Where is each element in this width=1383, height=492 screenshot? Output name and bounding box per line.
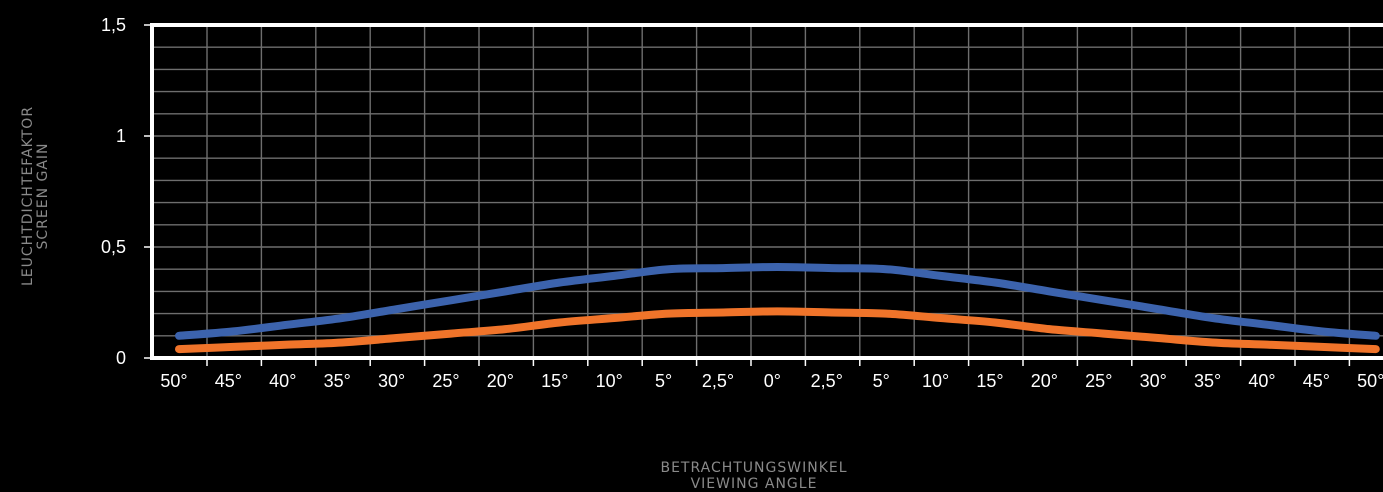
y-tick-label: 1	[116, 126, 126, 146]
x-tick-label: 0°	[764, 371, 781, 391]
x-tick-label: 10°	[922, 371, 949, 391]
x-tick-label: 50°	[1357, 371, 1383, 391]
y-tick-label: 1,5	[101, 15, 126, 35]
y-axis-title: LEUCHTDICHTEFAKTOR SCREEN GAIN	[20, 105, 51, 287]
x-tick-label: 45°	[215, 371, 242, 391]
x-tick-label: 50°	[160, 371, 187, 391]
y-axis-title-line-2: SCREEN GAIN	[35, 142, 51, 250]
x-tick-label: 20°	[1031, 371, 1058, 391]
y-tick-label: 0,5	[101, 237, 126, 257]
x-tick-label: 20°	[487, 371, 514, 391]
y-axis-title-line-1: LEUCHTDICHTEFAKTOR	[20, 105, 36, 287]
x-tick-label: 30°	[1140, 371, 1167, 391]
x-tick-label: 40°	[1248, 371, 1275, 391]
y-tick-label: 0	[116, 348, 126, 368]
x-tick-label: 30°	[378, 371, 405, 391]
series-line-2	[175, 307, 1380, 354]
series-line-1	[175, 262, 1380, 340]
x-axis-title-line-1: BETRACHTUNGSWINKEL	[660, 460, 848, 476]
x-tick-label: 25°	[432, 371, 459, 391]
x-tick-label: 10°	[596, 371, 623, 391]
x-tick-label: 2,5°	[702, 371, 734, 391]
x-axis-title-line-2: VIEWING ANGLE	[690, 476, 818, 492]
chart-svg: 0 0,5 1 1,5 50° 45° 40° 35° 30° 25° 20° 15° 10° 5° 2,5…	[101, 15, 1383, 391]
plot-area	[152, 25, 1383, 358]
x-tick-label: 15°	[541, 371, 568, 391]
x-tick-label: 35°	[1194, 371, 1221, 391]
x-tick-label: 15°	[976, 371, 1003, 391]
x-tick-label: 5°	[873, 371, 890, 391]
x-tick-label: 40°	[269, 371, 296, 391]
x-tick-label: 5°	[655, 371, 672, 391]
x-tick-label: 25°	[1085, 371, 1112, 391]
x-tick-label: 45°	[1303, 371, 1330, 391]
x-axis-title: BETRACHTUNGSWINKEL VIEWING ANGLE	[660, 460, 847, 492]
x-tick-label: 35°	[324, 371, 351, 391]
x-tick-label: 2,5°	[811, 371, 843, 391]
